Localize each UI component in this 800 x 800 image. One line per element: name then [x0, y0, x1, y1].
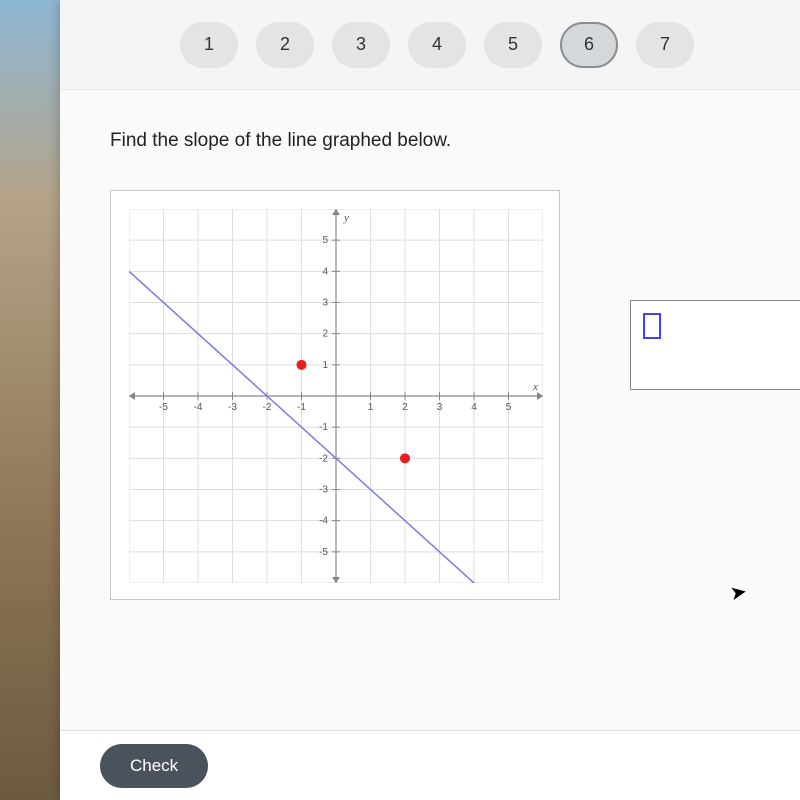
tab-2[interactable]: 2 [256, 22, 314, 68]
app-window: 1 2 3 4 5 6 7 Find the slope of the line… [60, 0, 800, 800]
footer: Check [60, 730, 800, 800]
svg-text:-3: -3 [319, 485, 328, 496]
svg-text:1: 1 [368, 402, 374, 413]
check-label: Check [130, 756, 178, 775]
svg-text:-3: -3 [228, 402, 237, 413]
tab-label: 5 [508, 34, 518, 55]
svg-text:3: 3 [322, 298, 328, 309]
tab-label: 1 [204, 34, 214, 55]
svg-text:-1: -1 [319, 422, 328, 433]
svg-text:1: 1 [322, 360, 328, 371]
svg-text:-2: -2 [263, 402, 272, 413]
tab-label: 7 [660, 34, 670, 55]
check-button[interactable]: Check [100, 744, 208, 788]
tab-6[interactable]: 6 [560, 22, 618, 68]
desktop-background [0, 0, 60, 800]
chart-container: -5 -4 -3 -2 -1 1 2 3 4 5 -5 -4 -3 -2 -1 1 2 3 4 5 x y [110, 190, 560, 600]
tab-7[interactable]: 7 [636, 22, 694, 68]
answer-input[interactable] [630, 300, 800, 390]
tab-5[interactable]: 5 [484, 22, 542, 68]
svg-text:2: 2 [402, 402, 408, 413]
svg-text:-5: -5 [319, 547, 328, 558]
svg-text:5: 5 [322, 235, 328, 246]
question-content: Find the slope of the line graphed below… [60, 90, 800, 730]
svg-text:x: x [532, 381, 538, 393]
svg-text:4: 4 [471, 402, 477, 413]
tab-3[interactable]: 3 [332, 22, 390, 68]
tab-label: 3 [356, 34, 366, 55]
svg-text:-4: -4 [194, 402, 203, 413]
svg-text:2: 2 [322, 329, 328, 340]
svg-text:4: 4 [322, 266, 328, 277]
cursor-icon: ➤ [728, 579, 749, 607]
svg-text:-4: -4 [319, 516, 328, 527]
tab-label: 6 [584, 34, 594, 55]
tab-label: 2 [280, 34, 290, 55]
tab-label: 4 [432, 34, 442, 55]
svg-text:-2: -2 [319, 453, 328, 464]
svg-text:-5: -5 [159, 402, 168, 413]
question-prompt: Find the slope of the line graphed below… [110, 130, 750, 152]
line-chart: -5 -4 -3 -2 -1 1 2 3 4 5 -5 -4 -3 -2 -1 1 2 3 4 5 x y [129, 209, 543, 583]
tab-4[interactable]: 4 [408, 22, 466, 68]
svg-text:-1: -1 [297, 402, 306, 413]
tab-1[interactable]: 1 [180, 22, 238, 68]
svg-text:3: 3 [437, 402, 443, 413]
question-tabs: 1 2 3 4 5 6 7 [60, 0, 800, 90]
svg-text:y: y [343, 212, 349, 224]
svg-text:5: 5 [506, 402, 512, 413]
answer-placeholder-icon [643, 313, 661, 339]
